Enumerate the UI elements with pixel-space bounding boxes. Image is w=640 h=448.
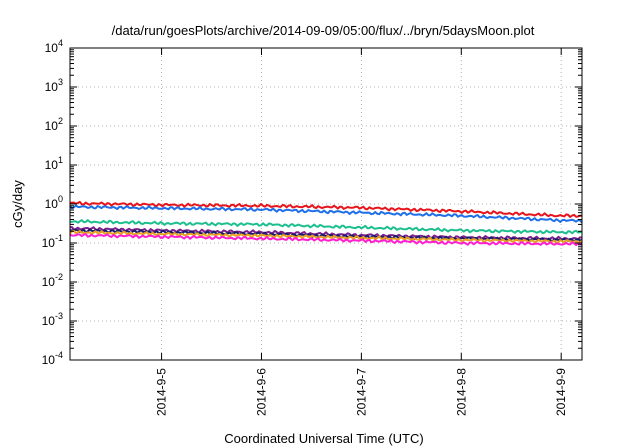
x-tick-label: 2014-9-7 bbox=[354, 368, 368, 416]
x-tick-label: 2014-9-5 bbox=[155, 368, 169, 416]
chart-title: /data/run/goesPlots/archive/2014-09-09/0… bbox=[112, 23, 535, 38]
y-tick-label: 103 bbox=[45, 77, 63, 94]
y-tick-label: 101 bbox=[45, 155, 63, 172]
x-axis: 2014-9-5 2014-9-6 2014-9-7 2014-9-8 2014-9-9 bbox=[155, 48, 568, 416]
y-axis: 10-4 10-3 10-2 10-1 100 101 102 103 104 bbox=[42, 38, 582, 367]
y-tick-label: 10-4 bbox=[42, 350, 63, 367]
grid bbox=[70, 48, 582, 360]
y-axis-label: cGy/day bbox=[10, 180, 25, 228]
x-axis-label: Coordinated Universal Time (UTC) bbox=[224, 431, 423, 446]
x-tick-label: 2014-9-8 bbox=[454, 368, 468, 416]
series-line-7 bbox=[69, 233, 583, 247]
y-tick-label: 104 bbox=[45, 38, 63, 55]
series-line-2 bbox=[69, 204, 583, 224]
y-tick-label: 10-2 bbox=[42, 272, 63, 289]
series-line-6 bbox=[69, 230, 583, 244]
series-line-3 bbox=[69, 219, 583, 235]
y-tick-label: 102 bbox=[45, 116, 63, 133]
y-tick-label: 100 bbox=[45, 194, 63, 211]
series-line-1 bbox=[69, 200, 583, 218]
x-tick-label: 2014-9-6 bbox=[254, 368, 268, 416]
y-tick-label: 10-1 bbox=[42, 233, 63, 250]
y-tick-label: 10-3 bbox=[42, 311, 63, 328]
series-line-5 bbox=[69, 228, 583, 243]
series-group bbox=[69, 200, 583, 247]
x-tick-label: 2014-9-9 bbox=[554, 368, 568, 416]
